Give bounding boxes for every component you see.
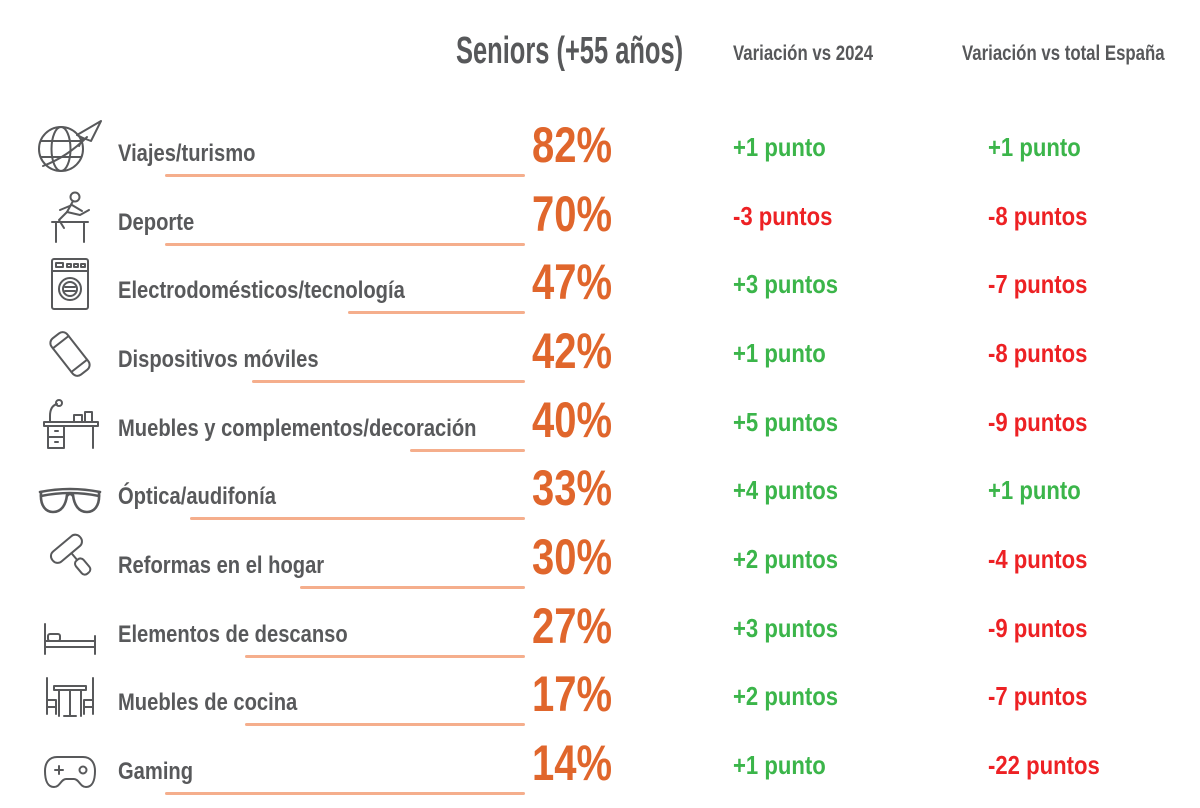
category-label: Muebles de cocina [118,689,298,716]
row-underline [252,380,525,383]
row-underline [165,792,525,795]
table-row: Deporte 70% -3 puntos -8 puntos [0,183,1200,246]
percent-value: 17% [532,666,613,722]
variation-vs-espana-value: -4 puntos [988,544,1088,574]
variation-vs-espana-value: -7 puntos [988,681,1088,711]
column-header-seniors: Seniors (+55 años) [456,30,684,72]
column-header-variation-2024: Variación vs 2024 [733,42,874,65]
table-row: Muebles de cocina 17% +2 puntos -7 punto… [0,663,1200,726]
bed-icon [30,620,110,656]
variation-vs-2024-value: +3 puntos [733,269,838,299]
row-underline [165,243,525,246]
variation-vs-espana-value: -9 puntos [988,407,1088,437]
variation-vs-espana-value: -7 puntos [988,269,1088,299]
table-row: Gaming 14% +1 punto -22 puntos [0,732,1200,795]
variation-vs-2024-value: +1 punto [733,132,826,162]
percent-value: 27% [532,598,613,654]
variation-vs-2024-value: +2 puntos [733,544,838,574]
percent-value: 33% [532,460,613,516]
variation-vs-espana-value: -9 puntos [988,613,1088,643]
row-underline [410,449,525,452]
category-label: Deporte [118,209,195,236]
category-label: Gaming [118,758,194,785]
row-underline [348,311,525,314]
percent-value: 30% [532,529,613,585]
table-row: Dispositivos móviles 42% +1 punto -8 pun… [0,320,1200,383]
desk-furniture-icon [30,396,110,450]
smartphone-icon [30,327,110,381]
variation-vs-espana-value: -22 puntos [988,750,1100,780]
variation-vs-espana-value: -8 puntos [988,201,1088,231]
table-row: Elementos de descanso 27% +3 puntos -9 p… [0,595,1200,658]
variation-vs-2024-value: +4 puntos [733,475,838,505]
table-row: Reformas en el hogar 30% +2 puntos -4 pu… [0,526,1200,589]
variation-vs-2024-value: +2 puntos [733,681,838,711]
column-header-variation-total-espana: Variación vs total España [962,42,1165,65]
row-underline [245,723,525,726]
category-label: Electrodomésticos/tecnología [118,277,405,304]
percent-value: 70% [532,186,613,242]
category-label: Dispositivos móviles [118,346,319,373]
washing-machine-icon [30,256,110,312]
row-underline [300,586,525,589]
glasses-icon [30,482,110,518]
variation-vs-espana-value: +1 punto [988,475,1081,505]
category-label: Viajes/turismo [118,140,256,167]
variation-vs-2024-value: +3 puntos [733,613,838,643]
gamepad-icon [30,751,110,793]
variation-vs-2024-value: -3 puntos [733,201,833,231]
category-label: Elementos de descanso [118,621,348,648]
table-row: Viajes/turismo 82% +1 punto +1 punto [0,114,1200,177]
variation-vs-espana-value: -8 puntos [988,338,1088,368]
row-underline [245,655,525,658]
percent-value: 42% [532,323,613,379]
variation-vs-2024-value: +1 punto [733,338,826,368]
table-row: Muebles y complementos/decoración 40% +5… [0,389,1200,452]
variation-vs-2024-value: +5 puntos [733,407,838,437]
percent-value: 47% [532,254,613,310]
table-row: Óptica/audifonía 33% +4 puntos +1 punto [0,457,1200,520]
percent-value: 82% [532,117,613,173]
category-label: Óptica/audifonía [118,483,276,510]
row-underline [165,174,525,177]
hurdler-icon [30,190,110,244]
variation-vs-espana-value: +1 punto [988,132,1081,162]
percent-value: 40% [532,392,613,448]
variation-vs-2024-value: +1 punto [733,750,826,780]
travel-globe-plane-icon [30,113,110,175]
table-row: Electrodomésticos/tecnología 47% +3 punt… [0,251,1200,314]
category-label: Muebles y complementos/decoración [118,415,477,442]
paint-roller-icon [30,531,110,587]
category-label: Reformas en el hogar [118,552,325,579]
row-underline [190,517,525,520]
kitchen-table-icon [30,674,110,724]
percent-value: 14% [532,735,613,791]
